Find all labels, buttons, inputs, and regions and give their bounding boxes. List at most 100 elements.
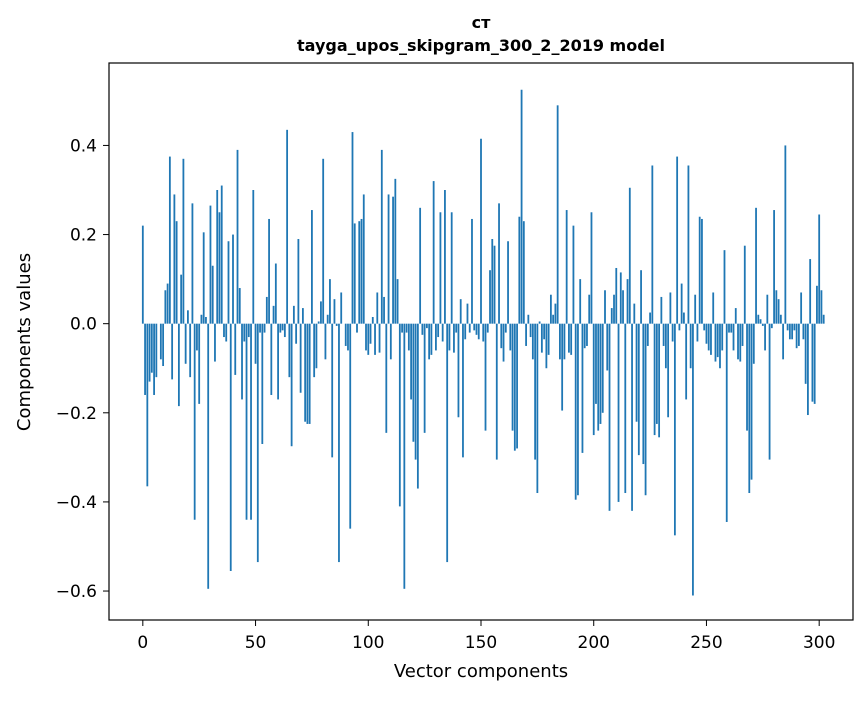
bar (344, 323, 347, 346)
bar (513, 323, 516, 451)
bar (324, 323, 327, 360)
bar (673, 323, 676, 536)
bar (712, 292, 715, 324)
x-tick-label: 100 (352, 633, 384, 653)
bar (606, 323, 609, 371)
x-tick-label: 250 (690, 633, 722, 653)
bar (592, 323, 595, 436)
bar (484, 323, 487, 431)
bar (416, 323, 419, 489)
bar (405, 323, 408, 333)
bar (401, 323, 403, 333)
bar (633, 303, 636, 324)
bar (387, 194, 390, 324)
bar (205, 316, 207, 324)
bar (279, 323, 282, 333)
bar (701, 218, 703, 324)
bar (775, 290, 778, 324)
y-axis-ticks: −0.6 −0.4 −0.2 0.0 0.2 0.4 (56, 136, 109, 602)
bar (376, 292, 379, 324)
bar (493, 245, 496, 324)
bar (274, 263, 277, 324)
bar (491, 239, 494, 324)
bar (313, 323, 316, 378)
bar (292, 305, 295, 324)
bar (755, 207, 757, 324)
bar (236, 149, 239, 324)
bar (164, 290, 167, 324)
bar (320, 301, 322, 324)
bar (802, 323, 805, 340)
bar (331, 323, 334, 458)
bar (696, 323, 699, 342)
bar (326, 314, 329, 324)
bar (536, 323, 539, 494)
bar (187, 310, 189, 324)
bar (601, 323, 604, 413)
bar (455, 323, 458, 333)
bar (784, 145, 787, 324)
bar (624, 323, 627, 494)
bar (793, 323, 796, 331)
bar (761, 323, 764, 326)
bar (653, 323, 656, 436)
bar (232, 234, 234, 324)
bar (525, 323, 527, 346)
bar (757, 314, 760, 324)
bar (498, 203, 500, 324)
bar (444, 190, 446, 324)
bar (669, 292, 672, 324)
bar (211, 265, 214, 324)
bar (396, 279, 399, 324)
bar (437, 323, 440, 338)
bar (807, 323, 809, 416)
bar (676, 156, 679, 324)
bar (766, 294, 769, 324)
bar (552, 314, 555, 324)
y-tick-label: −0.4 (56, 493, 97, 513)
bar (198, 323, 201, 404)
bar (148, 323, 151, 382)
bar (622, 290, 624, 324)
bar (764, 323, 766, 351)
bar (425, 323, 428, 329)
bar (177, 323, 180, 407)
bar (604, 290, 606, 324)
bar (597, 323, 600, 431)
bar (477, 323, 480, 340)
bar (317, 321, 320, 324)
bar (732, 323, 735, 351)
bar (471, 218, 473, 324)
bar (333, 299, 336, 324)
bar (299, 323, 302, 393)
bar (565, 210, 568, 324)
bar (689, 323, 692, 369)
bar (356, 323, 358, 333)
bar (768, 323, 771, 460)
bar (369, 323, 372, 344)
bar (378, 323, 381, 353)
bar (270, 323, 273, 395)
bar (365, 323, 367, 351)
bar (241, 323, 243, 400)
bar (615, 267, 618, 324)
bar (338, 323, 340, 563)
x-tick-label: 0 (137, 633, 148, 653)
bar (531, 323, 534, 360)
bar (495, 323, 498, 460)
bar (263, 323, 266, 333)
bar (671, 323, 674, 342)
bar (353, 223, 356, 324)
bar (507, 241, 509, 324)
bar (773, 210, 775, 324)
bar (595, 323, 597, 404)
bar (660, 296, 663, 324)
bar (759, 319, 762, 324)
bar (678, 323, 681, 331)
bar (741, 323, 744, 346)
bar (549, 294, 552, 324)
bar (590, 212, 593, 324)
bar (705, 323, 708, 344)
bar (486, 323, 489, 333)
